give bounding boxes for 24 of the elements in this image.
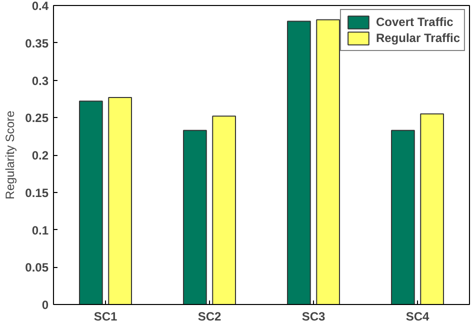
bar	[391, 130, 415, 304]
bar	[183, 130, 207, 304]
x-tick-label: SC4	[406, 310, 430, 324]
y-tick-label: 0.15	[25, 186, 49, 200]
y-tick-label: 0.3	[32, 74, 49, 88]
bar	[212, 116, 236, 304]
y-tick-label: 0	[42, 298, 49, 312]
bar	[287, 20, 311, 304]
x-tick-label: SC3	[302, 310, 326, 324]
y-axis-title: Regularity Score	[3, 110, 18, 200]
y-tick-label: 0.4	[32, 0, 49, 13]
bar	[316, 19, 340, 304]
y-tick-label: 0.25	[25, 111, 49, 126]
y-tick-label: 0.35	[25, 36, 49, 50]
y-tick-label: 0.05	[25, 260, 49, 275]
x-tick-label: SC1	[94, 310, 118, 324]
bar	[108, 96, 132, 304]
y-tick-label: 0.1	[32, 223, 49, 238]
legend-label: Regular Traffic	[376, 31, 460, 45]
bar	[420, 113, 444, 304]
y-tick-label: 0.2	[32, 148, 49, 162]
bar	[79, 100, 103, 304]
legend-label: Covert Traffic	[376, 15, 454, 29]
x-tick-label: SC2	[198, 310, 222, 324]
